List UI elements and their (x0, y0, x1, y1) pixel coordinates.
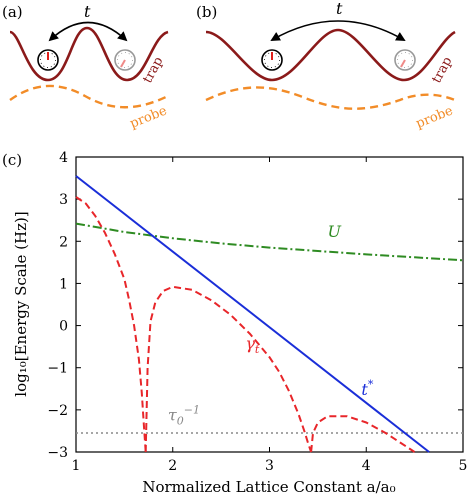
y-tick-label: 3 (59, 192, 68, 208)
y-tick-label: 0 (59, 319, 68, 335)
x-tick-label: 5 (459, 458, 468, 474)
series-line-gamma-0 (75, 196, 147, 453)
trap-potential-b (205, 28, 456, 82)
probe-potential-a (9, 84, 169, 109)
hop-arrow-icon (48, 21, 128, 42)
curve-label: γt (245, 334, 260, 356)
trap-label-b: trap (429, 55, 455, 86)
x-tick-label: 2 (168, 458, 177, 474)
panel-a: (a) t trap probe (2, 2, 169, 132)
series-layer (75, 175, 464, 453)
hop-arrow-icon (270, 20, 406, 41)
probe-label-b: probe (414, 103, 455, 131)
series-line-tstar (75, 175, 430, 453)
curve-label: t* (361, 378, 373, 399)
trap-potential-a (9, 26, 169, 82)
clock-icon-faded (114, 49, 136, 71)
plot-frame (75, 156, 464, 453)
clock-icon-faded (394, 49, 416, 71)
probe-potential-b (205, 86, 456, 110)
y-tick-label: −1 (47, 361, 68, 377)
series-line-U (75, 222, 464, 262)
clock-icon (37, 49, 59, 71)
panel-a-label: (a) (2, 3, 23, 21)
panel-b: (b) t trap probe (196, 0, 456, 132)
y-tick-label: 2 (59, 234, 68, 250)
x-tick-label: 1 (72, 458, 81, 474)
x-tick-label: 4 (362, 458, 371, 474)
series-line-gamma-2 (310, 415, 416, 453)
hop-label-b: t (336, 0, 343, 18)
trap-label-a: trap (140, 55, 166, 86)
curve-label: U (328, 222, 342, 241)
axis-ticks: 1 2 3 4 5 −3 −2 −1 0 1 2 3 4 (47, 150, 467, 474)
y-tick-label: 1 (59, 276, 68, 292)
x-tick-label: 3 (265, 458, 274, 474)
y-tick-label: −3 (47, 445, 68, 461)
x-axis-label: Normalized Lattice Constant a/a₀ (142, 478, 395, 496)
y-tick-label: −2 (47, 403, 68, 419)
hop-label-a: t (84, 2, 91, 21)
y-axis-label: log₁₀[Energy Scale (Hz)] (12, 211, 30, 396)
panel-b-label: (b) (196, 3, 217, 21)
curve-label: τ0−1 (168, 403, 200, 427)
series-line-gamma-1 (144, 285, 313, 453)
y-tick-label: 4 (59, 150, 68, 166)
panel-c: (c) 1 2 3 4 5 −3 −2 −1 0 1 2 3 4 Uγt t* τ0−1 Normalize… (2, 150, 467, 496)
clock-icon (261, 49, 283, 71)
panel-c-label: (c) (2, 151, 22, 169)
